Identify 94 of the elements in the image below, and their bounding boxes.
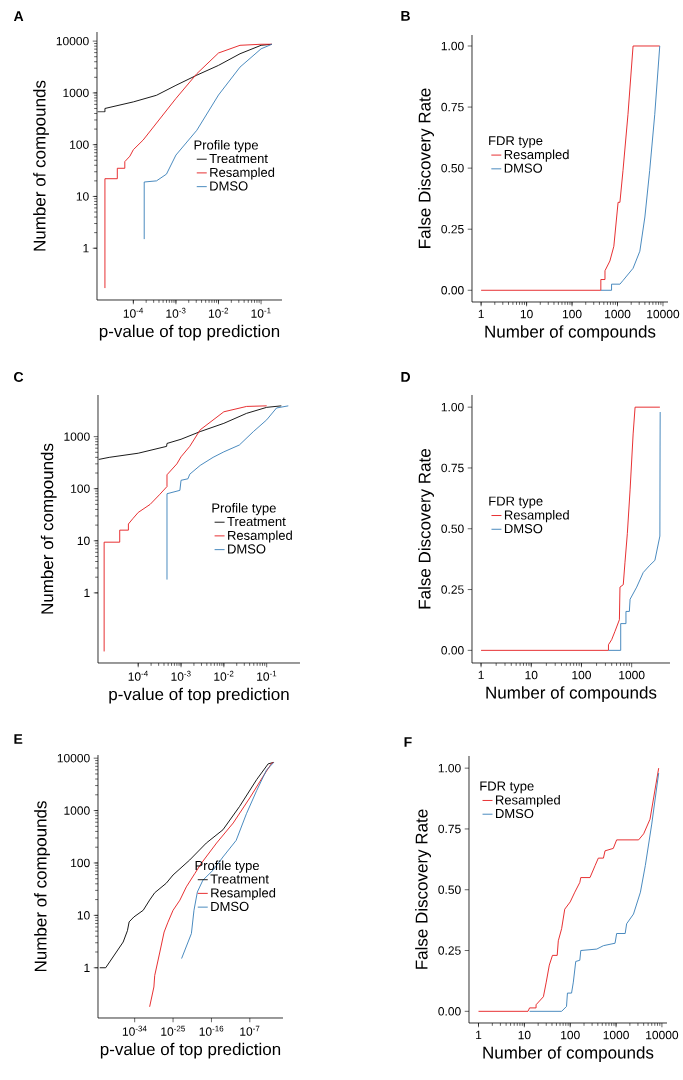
y-tick-label: 0.50 xyxy=(441,524,464,533)
y-tick-label: 1000 xyxy=(64,806,90,815)
y-tick-label: 0.25 xyxy=(441,224,464,234)
y-tick-label: 10 xyxy=(77,911,90,920)
y-tick-label: 1.00 xyxy=(438,763,461,773)
x-tick-label: 1000 xyxy=(605,309,631,319)
x-tick-label: 10000 xyxy=(646,1030,679,1040)
x-tick-label: 10 xyxy=(520,309,533,319)
x-axis-title: p-value of top prediction xyxy=(100,1042,281,1059)
chart-title: C xyxy=(14,371,24,382)
chart-title: B xyxy=(401,11,410,21)
y-axis-title: False Discovery Rate xyxy=(418,88,434,248)
legend-title: Profile type xyxy=(195,860,259,873)
y-tick-label: 0.50 xyxy=(438,885,461,894)
legend-label: Treatment xyxy=(227,516,286,527)
y-tick-label: 1000 xyxy=(64,432,90,441)
legend-label: Resampled xyxy=(496,794,560,808)
x-axis-title: p-value of top prediction xyxy=(99,324,280,341)
chart-title: F xyxy=(404,737,412,747)
y-tick-label: 10000 xyxy=(56,36,89,46)
y-axis-title: False Discovery Rate xyxy=(415,809,431,969)
x-axis-title: Number of compounds xyxy=(486,686,657,702)
y-tick-label: 0.50 xyxy=(441,163,464,173)
y-tick-label: 0.75 xyxy=(438,824,461,834)
legend-label: Resampled xyxy=(228,530,292,543)
x-tick-label: 1000 xyxy=(619,670,645,680)
y-tick-label: 0.00 xyxy=(441,646,464,655)
y-tick-label: 0.75 xyxy=(441,463,464,473)
x-tick-label: 10$^{-34}$ xyxy=(122,1025,147,1036)
y-tick-label: 1000 xyxy=(63,88,89,98)
legend-title: FDR type xyxy=(480,781,534,794)
y-tick-label: 0.00 xyxy=(438,1007,461,1016)
chart-title: E xyxy=(14,734,23,744)
y-tick-label: 0.00 xyxy=(441,286,464,295)
legend-label: Treatment xyxy=(210,874,269,884)
y-tick-label: 1 xyxy=(84,588,90,597)
legend-title: FDR type xyxy=(489,136,543,148)
legend-label: DMSO xyxy=(504,523,543,534)
y-tick-label: 1 xyxy=(84,963,90,972)
x-tick-label: 1 xyxy=(478,670,484,680)
legend-label: DMSO xyxy=(496,808,534,819)
x-tick-label: 10 xyxy=(525,670,538,680)
legend-label: Resampled xyxy=(504,510,569,523)
chart-title: A xyxy=(13,11,24,21)
x-tick-label: 1 xyxy=(476,1030,482,1040)
legend-title: FDR type xyxy=(489,496,543,509)
x-axis-title: Number of compounds xyxy=(483,1046,654,1062)
x-tick-label: 10$^{-3}$ xyxy=(171,670,191,681)
x-tick-label: 10$^{-3}$ xyxy=(166,307,186,318)
y-tick-label: 0.25 xyxy=(441,585,464,594)
x-tick-label: 10$^{-1}$ xyxy=(257,670,277,681)
x-tick-label: 10 xyxy=(518,1030,531,1040)
y-axis-title: Number of compounds xyxy=(40,443,57,614)
legend-label: DMSO xyxy=(210,181,248,191)
legend-label: Treatment xyxy=(209,154,268,164)
x-tick-label: 10$^{-2}$ xyxy=(208,307,229,318)
y-tick-label: 10000 xyxy=(57,753,90,763)
y-tick-label: 1 xyxy=(83,244,89,253)
x-tick-label: 10$^{-7}$ xyxy=(240,1025,260,1036)
y-tick-label: 1.00 xyxy=(441,41,464,51)
x-tick-label: 10$^{-4}$ xyxy=(128,670,148,681)
legend-title: Profile type xyxy=(194,140,258,153)
x-tick-label: 10$^{-25}$ xyxy=(161,1025,185,1036)
legend-label: DMSO xyxy=(228,544,266,554)
legend-label: Resampled xyxy=(211,887,276,901)
x-tick-label: 100 xyxy=(562,309,582,319)
y-axis-title: Number of compounds xyxy=(33,80,49,251)
legend-title: Profile type xyxy=(212,503,276,516)
x-axis-title: Number of compounds xyxy=(485,325,656,342)
chart-title: D xyxy=(401,372,411,382)
legend-label: DMSO xyxy=(504,163,543,173)
y-tick-label: 1.00 xyxy=(441,402,464,412)
x-tick-label: 10$^{-4}$ xyxy=(123,307,144,318)
x-tick-label: 10$^{-1}$ xyxy=(251,307,271,318)
legend-label: DMSO xyxy=(211,901,249,912)
x-tick-label: 10$^{-16}$ xyxy=(199,1025,224,1036)
x-tick-label: 10$^{-2}$ xyxy=(214,670,234,681)
y-tick-label: 10 xyxy=(77,536,90,546)
y-tick-label: 100 xyxy=(71,484,90,493)
x-tick-label: 1000 xyxy=(603,1030,629,1040)
x-tick-label: 1 xyxy=(478,309,484,319)
y-tick-label: 100 xyxy=(70,140,89,149)
legend-label: Resampled xyxy=(504,149,569,162)
x-tick-label: 100 xyxy=(572,670,591,680)
y-axis-title: Number of compounds xyxy=(34,801,50,972)
x-axis-title: p-value of top prediction xyxy=(109,687,289,704)
legend-label: Resampled xyxy=(210,167,275,180)
y-axis-title: False Discovery Rate xyxy=(418,449,434,609)
y-tick-label: 10 xyxy=(76,192,89,201)
y-tick-label: 100 xyxy=(71,858,90,868)
y-tick-label: 0.25 xyxy=(438,946,461,955)
y-tick-label: 0.75 xyxy=(441,102,464,112)
x-tick-label: 100 xyxy=(561,1030,580,1040)
x-tick-label: 10000 xyxy=(647,309,680,319)
